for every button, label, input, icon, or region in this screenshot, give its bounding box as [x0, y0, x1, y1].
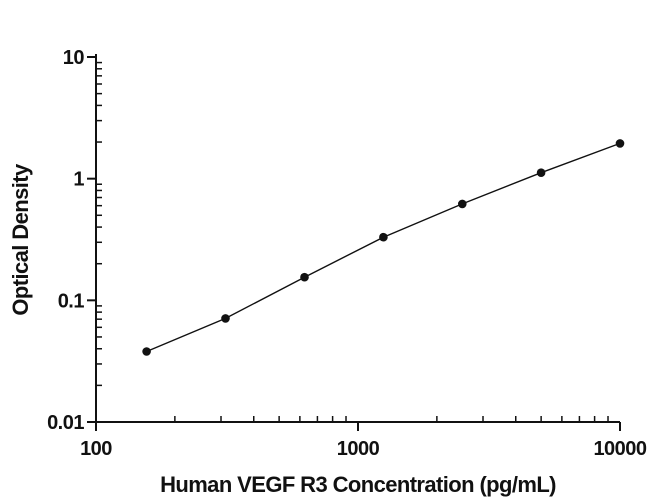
- data-point-marker: [300, 272, 309, 282]
- x-tick-label: 10000: [593, 438, 646, 460]
- data-point-marker: [142, 347, 151, 356]
- x-tick-label: 100: [80, 438, 112, 460]
- data-point-marker: [221, 314, 230, 323]
- data-point-marker: [536, 168, 546, 177]
- y-tick-label: 10: [63, 47, 85, 69]
- y-tick-label: 0.1: [58, 290, 85, 312]
- y-tick-label: 0.01: [47, 412, 84, 434]
- y-axis-title: Optical Density: [8, 163, 33, 316]
- standard-curve-line: [146, 142, 621, 353]
- x-tick-label: 1000: [337, 438, 380, 460]
- data-point-marker: [379, 232, 388, 242]
- data-point-marker: [615, 139, 625, 148]
- data-point-marker: [458, 199, 467, 209]
- x-axis-title: Human VEGF R3 Concentration (pg/mL): [160, 472, 556, 497]
- plot-area: 10 1 0.1 0.01 100 1000 10000: [47, 47, 647, 460]
- y-tick-label: 1: [73, 169, 84, 191]
